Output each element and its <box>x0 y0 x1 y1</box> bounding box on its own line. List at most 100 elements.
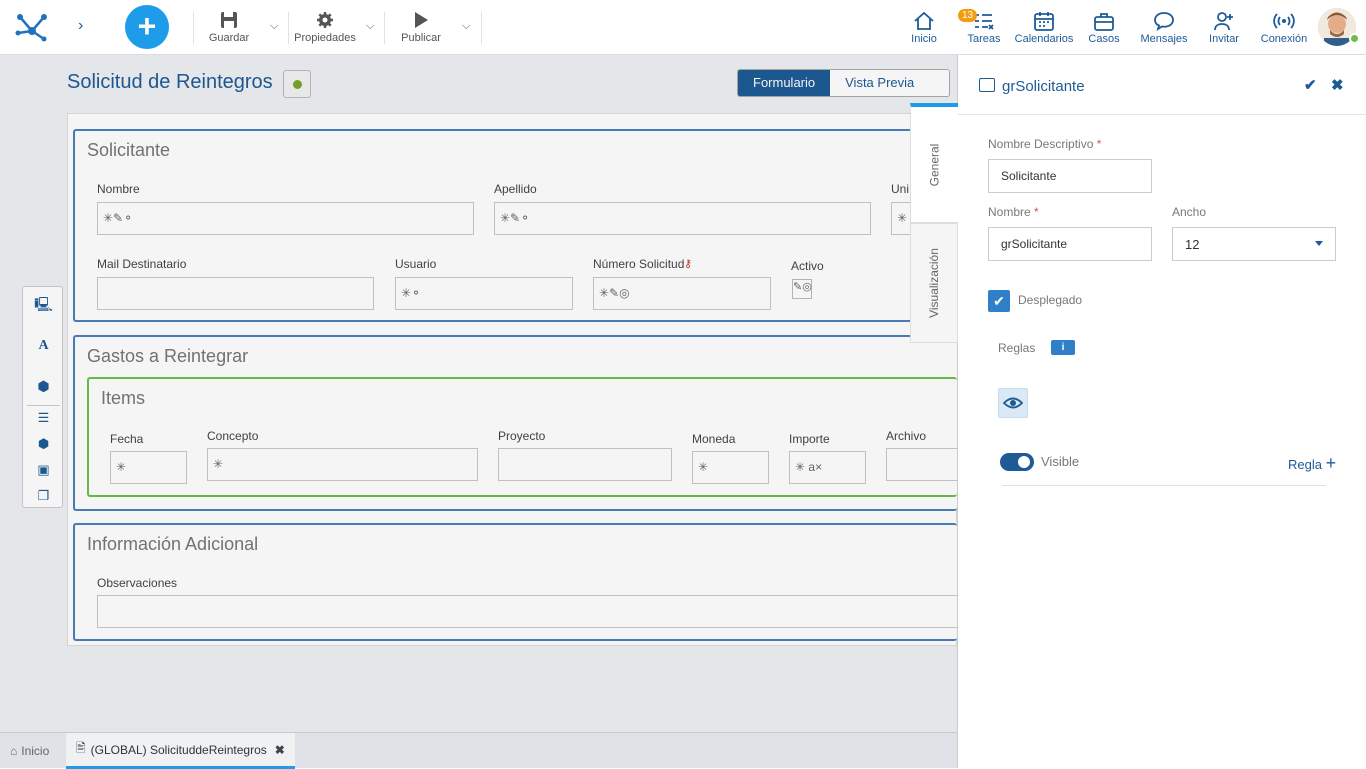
group-title: Solicitante <box>87 140 171 160</box>
propiedades-button[interactable]: Propiedades <box>292 0 358 55</box>
message-icon <box>1154 11 1174 31</box>
separator <box>1002 485 1326 486</box>
status-dot <box>293 80 302 89</box>
field-props-icon: ✳✎◎ <box>599 286 630 300</box>
toolbox: 🖳 A ⬢ ☰ ⬢ ▣ ❐ <box>22 286 63 508</box>
bottom-tab-document-label: (GLOBAL) SolicituddeReintegros <box>90 742 267 757</box>
tab-formulario[interactable]: Formulario <box>738 70 831 96</box>
app-logo-icon[interactable] <box>14 9 50 45</box>
nombre-label: Nombre * <box>988 205 1039 219</box>
properties-panel: grSolicitante ✔ ✖ Nombre Descriptivo * S… <box>957 55 1366 768</box>
moneda-input[interactable]: ✳ <box>692 451 769 484</box>
confirm-check-icon[interactable]: ✔ <box>1304 77 1317 94</box>
close-icon[interactable]: ✖ <box>1331 77 1344 94</box>
expand-chevron-icon[interactable]: › <box>78 17 84 34</box>
nav-conexion[interactable]: Conexión <box>1258 0 1310 55</box>
tab-vista-previa[interactable]: Vista Previa <box>830 70 930 96</box>
guardar-button[interactable]: Guardar <box>204 0 254 55</box>
bottom-tabs-bar: ⌂ Inicio 🖹 (GLOBAL) SolicituddeReintegros… <box>0 732 957 769</box>
importe-input[interactable]: ✳ a× <box>789 451 866 484</box>
nombre-input[interactable]: grSolicitante <box>988 227 1152 261</box>
propiedades-chevron-icon[interactable]: ⌵ <box>366 20 375 32</box>
column-label: Importe <box>789 432 830 446</box>
field-props-icon: ✳ <box>213 457 224 471</box>
laptop-icon[interactable]: 🖳 <box>34 296 53 312</box>
tab-visualizacion[interactable]: Visualización <box>910 223 958 343</box>
separator <box>27 405 60 406</box>
separator <box>288 12 289 44</box>
nombre-descriptivo-input[interactable]: Solicitante <box>988 159 1152 193</box>
proyecto-input[interactable] <box>498 448 672 481</box>
apellido-input[interactable]: ✳✎⚬ <box>494 202 871 235</box>
panel-title: grSolicitante <box>1002 78 1085 95</box>
close-tab-icon[interactable]: ✖ <box>274 742 285 757</box>
guardar-chevron-icon[interactable]: ⌵ <box>270 20 279 32</box>
bottom-tab-inicio[interactable]: ⌂ Inicio <box>10 733 49 769</box>
frame-icon[interactable]: ▣ <box>37 462 50 477</box>
field-props-icon: ✳✎⚬ <box>103 211 134 225</box>
field-props-icon: ✳ <box>698 460 709 474</box>
nav-mensajes[interactable]: Mensajes <box>1138 0 1190 55</box>
nav-calendarios[interactable]: Calendarios <box>1014 0 1074 55</box>
reglas-label: Reglas <box>998 341 1036 355</box>
mail-input[interactable] <box>97 277 374 310</box>
calendar-icon <box>1034 11 1054 31</box>
field-label: Apellido <box>494 182 537 196</box>
separator <box>384 12 385 44</box>
nombre-input[interactable]: ✳✎⚬ <box>97 202 474 235</box>
nav-inicio-label: Inicio <box>911 32 937 45</box>
regla-label: Regla <box>1288 457 1322 472</box>
tab-general[interactable]: General <box>910 103 958 223</box>
tab-extra[interactable] <box>929 70 950 96</box>
eye-icon <box>1002 397 1024 409</box>
visible-toggle[interactable] <box>1000 453 1034 471</box>
eye-rule-button[interactable] <box>998 388 1028 418</box>
play-icon <box>415 12 428 28</box>
observaciones-input[interactable] <box>97 595 957 628</box>
field-props-icon: ✳ <box>897 211 908 225</box>
separator <box>481 12 482 44</box>
field-label: Uni <box>891 182 910 196</box>
nav-tareas[interactable]: Tareas <box>964 0 1004 55</box>
concepto-input[interactable]: ✳ <box>207 448 478 481</box>
publicar-button[interactable]: Publicar <box>396 0 446 55</box>
fecha-input[interactable]: ✳ <box>110 451 187 484</box>
add-regla-button[interactable]: Regla + <box>1288 453 1336 474</box>
tareas-badge: 13 <box>958 9 978 22</box>
cube-icon[interactable]: ⬢ <box>37 377 50 394</box>
archivo-input[interactable] <box>886 448 957 481</box>
nav-casos[interactable]: Casos <box>1084 0 1124 55</box>
nav-conexion-label: Conexión <box>1260 32 1308 45</box>
usuario-input[interactable]: ✳⚬ <box>395 277 573 310</box>
numero-input[interactable]: ✳✎◎ <box>593 277 771 310</box>
nav-inicio[interactable]: Inicio <box>904 0 944 55</box>
list-icon[interactable]: ☰ <box>37 410 50 425</box>
bottom-tab-document[interactable]: 🖹 (GLOBAL) SolicituddeReintegros ✖ <box>66 733 295 769</box>
cube-small-icon[interactable]: ⬢ <box>37 436 50 451</box>
plus-icon: + <box>1325 453 1337 473</box>
chevron-down-icon <box>1315 241 1323 246</box>
briefcase-icon <box>1094 12 1114 31</box>
form-title: Solicitud de Reintegros <box>67 71 273 93</box>
copy-icon[interactable]: ❐ <box>37 488 50 503</box>
items-title: Items <box>101 388 146 408</box>
group-title: Gastos a Reintegrar <box>87 346 249 366</box>
activo-checkbox[interactable]: ✎◎ <box>792 279 812 299</box>
add-button[interactable]: + <box>125 5 169 49</box>
key-icon: ⚷ <box>684 258 693 270</box>
status-button[interactable] <box>283 70 311 98</box>
online-status-dot <box>1349 33 1360 44</box>
panel-vertical-tabs: General Visualización <box>910 103 958 343</box>
ancho-label: Ancho <box>1172 205 1207 219</box>
field-props-icon: ✳⚬ <box>401 286 422 300</box>
desplegado-checkbox[interactable]: ✔ <box>988 290 1010 312</box>
publicar-chevron-icon[interactable]: ⌵ <box>462 20 471 32</box>
nav-invitar[interactable]: Invitar <box>1202 0 1246 55</box>
top-bar: › + Guardar ⌵ Propiedades ⌵ Publicar ⌵ I… <box>0 0 1366 55</box>
text-icon[interactable]: A <box>38 338 49 353</box>
info-icon[interactable]: i <box>1051 340 1075 355</box>
nav-invitar-label: Invitar <box>1209 32 1239 45</box>
ancho-select[interactable]: 12 <box>1172 227 1336 261</box>
field-label: Activo <box>791 259 824 273</box>
toggle-knob <box>1018 456 1030 468</box>
